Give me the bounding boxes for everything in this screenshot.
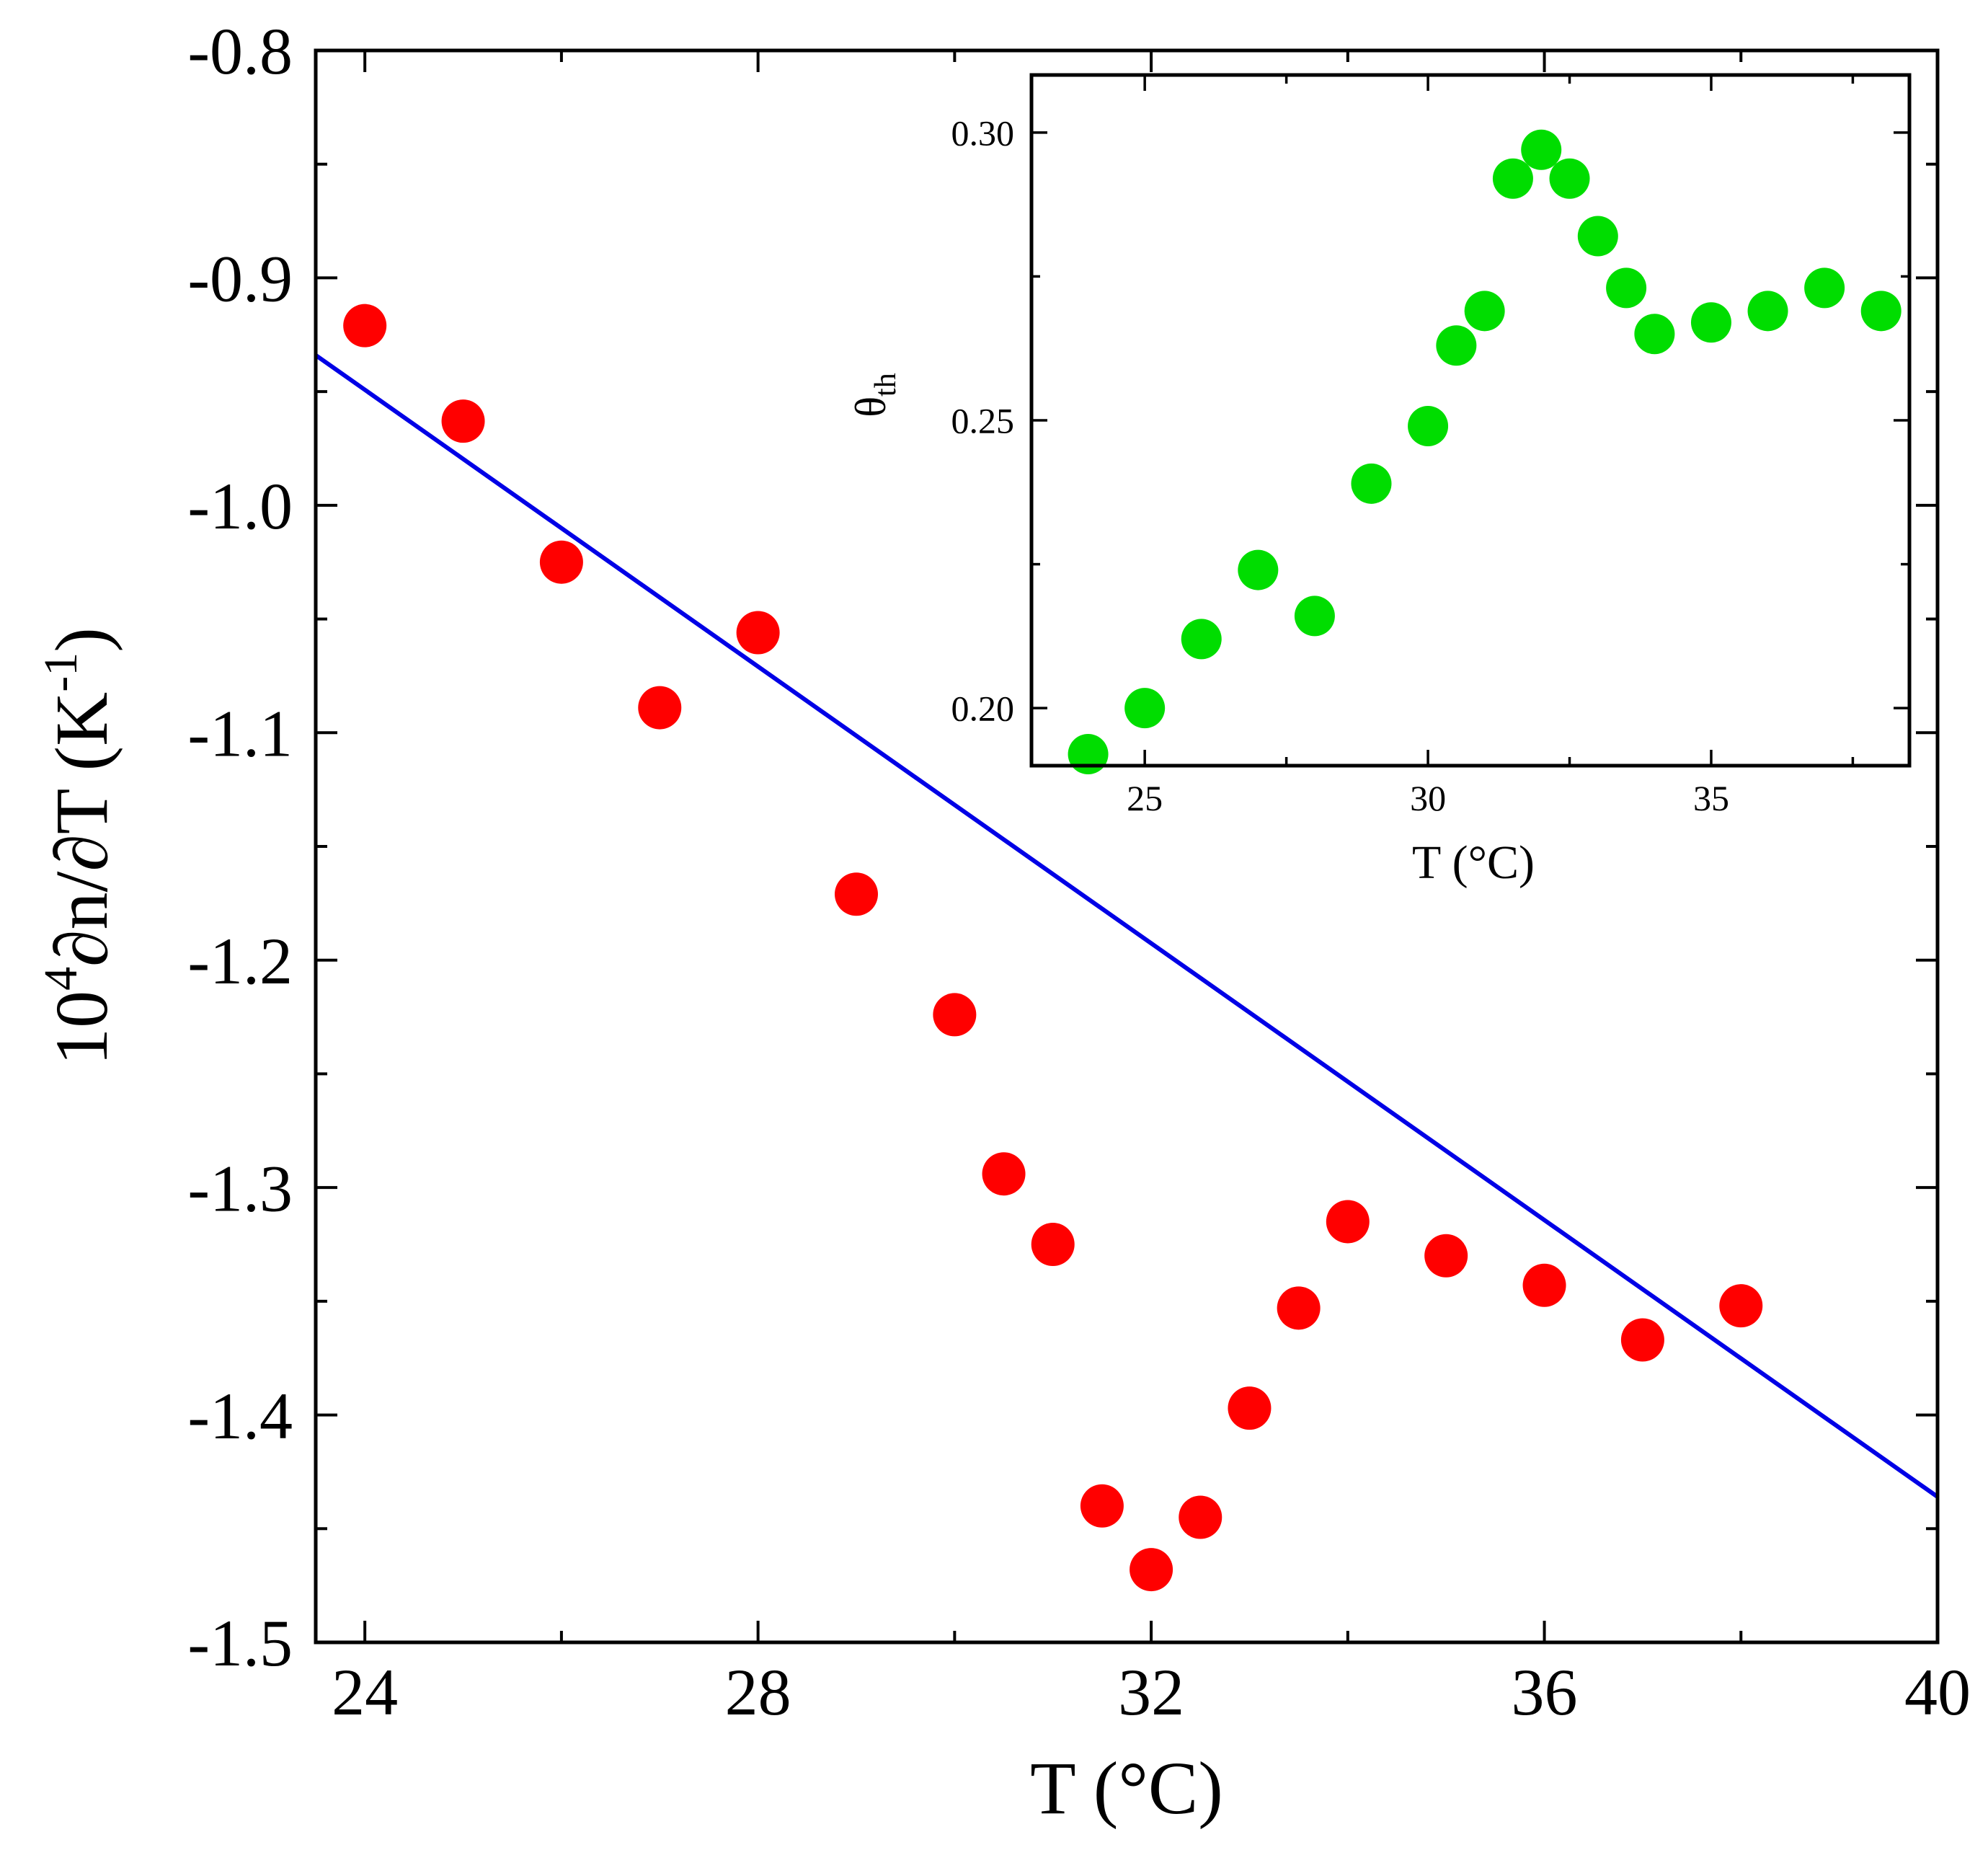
inset-background	[1031, 75, 1909, 766]
data-point	[1179, 1495, 1222, 1539]
y-tick-label: -1.0	[187, 469, 293, 543]
data-point	[1549, 158, 1590, 199]
data-point	[982, 1152, 1026, 1196]
data-point	[343, 304, 387, 348]
main-y-axis-title: 104∂n/∂T (K-1)	[35, 627, 123, 1066]
data-point	[539, 540, 583, 584]
data-point	[1634, 314, 1675, 355]
data-point	[1577, 216, 1618, 257]
y-tick-label: -1.5	[187, 1606, 293, 1680]
data-point	[1424, 1234, 1468, 1278]
x-tick-label: 32	[1118, 1655, 1184, 1729]
x-tick-label: 35	[1693, 778, 1729, 818]
data-point	[1130, 1548, 1173, 1592]
inset-tick-labels: 25 30 35 0.20 0.25 0.30	[951, 112, 1729, 818]
inset-y-title-main: θ	[847, 397, 895, 417]
data-point	[736, 611, 780, 655]
data-point	[1080, 1484, 1124, 1528]
y-title-coef-exp: 4	[35, 967, 87, 991]
main-tick-labels: 24 28 32 36 40 -0.8 -0.9 -1.0 -1.1 -1.2 -1.3 -1.4 -1…	[187, 14, 1971, 1729]
main-series	[314, 304, 1939, 1592]
fit-line	[314, 353, 1939, 1499]
data-point	[1277, 1286, 1321, 1330]
y-tick-label: -0.8	[187, 14, 293, 88]
y-tick-label: 0.30	[951, 112, 1015, 153]
x-tick-label: 25	[1127, 778, 1163, 818]
y-tick-label: 0.25	[951, 401, 1015, 441]
y-tick-label: -1.3	[187, 1151, 293, 1225]
inset-y-title-sub: th	[869, 373, 902, 397]
data-point	[1492, 158, 1533, 199]
data-point	[933, 993, 977, 1037]
data-point	[1181, 619, 1222, 660]
inset-plot-frame	[1029, 73, 1912, 768]
y-tick-label: -0.9	[187, 242, 293, 316]
x-tick-label: 30	[1410, 778, 1446, 818]
y-title-coef: 10	[40, 991, 123, 1066]
inset-x-axis-title: T (°C)	[1412, 836, 1535, 889]
y-tick-label: -1.1	[187, 696, 293, 770]
data-point	[1747, 291, 1788, 332]
data-point	[1351, 463, 1392, 504]
data-point	[835, 872, 878, 916]
x-tick-label: 40	[1904, 1655, 1971, 1729]
y-tick-label: -1.2	[187, 924, 293, 998]
data-point	[1068, 734, 1109, 775]
data-point	[1690, 302, 1731, 343]
data-point	[1464, 291, 1505, 332]
main-plot: 24 28 32 36 40 -0.8 -0.9 -1.0 -1.1 -1.2 -1.3 -1.4 -1…	[35, 14, 1971, 1830]
main-x-axis-title: T (°C)	[1030, 1747, 1223, 1830]
data-point	[1294, 596, 1335, 637]
data-point	[441, 399, 485, 443]
data-point	[1228, 1386, 1272, 1430]
data-point	[1860, 291, 1902, 332]
main-plot-frame	[314, 48, 1940, 1645]
y-title-expr: ∂n/∂T (K	[40, 692, 123, 967]
data-point	[1238, 549, 1279, 590]
data-point	[1031, 1223, 1075, 1266]
y-title-close: )	[40, 627, 123, 652]
y-tick-label: -1.4	[187, 1379, 293, 1453]
x-tick-label: 36	[1512, 1655, 1578, 1729]
data-point	[1326, 1200, 1370, 1244]
data-point	[1620, 1318, 1664, 1362]
inset-plot: 25 30 35 0.20 0.25 0.30 T (°C) θth	[847, 73, 1912, 889]
data-point	[1606, 267, 1647, 309]
data-point	[1522, 1263, 1566, 1307]
x-tick-label: 28	[725, 1655, 791, 1729]
data-point	[1521, 129, 1562, 170]
y-title-unit-exp: -1	[35, 652, 87, 692]
y-tick-label: 0.20	[951, 689, 1015, 729]
data-point	[1804, 267, 1845, 309]
data-point	[1436, 325, 1477, 366]
inset-y-axis-title: θth	[847, 373, 902, 417]
data-point	[1124, 688, 1166, 729]
data-point	[1408, 405, 1449, 446]
x-tick-label: 24	[332, 1655, 398, 1729]
data-point	[638, 686, 682, 730]
data-point	[1719, 1284, 1763, 1328]
